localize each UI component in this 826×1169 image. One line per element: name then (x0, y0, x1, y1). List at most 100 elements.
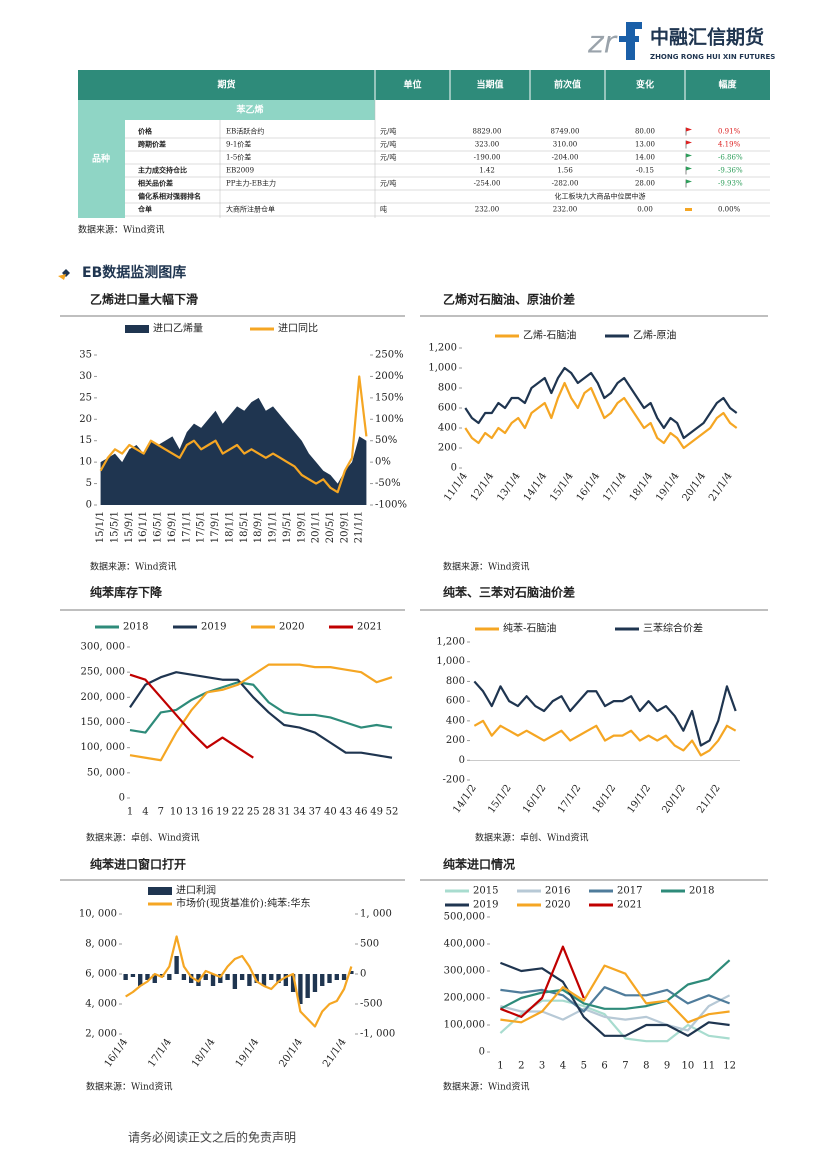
section-title: EB数据监测图库 (82, 264, 186, 281)
x-tick-label: 46 (355, 807, 368, 818)
y-tick-label: 10 (79, 457, 92, 468)
table-value: 0.00 (637, 206, 653, 214)
table-value: 232.00 (475, 206, 500, 214)
x-tick-label: 15/1/4 (548, 471, 575, 504)
table-header: 变化 (636, 79, 654, 91)
logo-en: ZHONG RONG HUI XIN FUTURES (650, 53, 775, 61)
chart-title: 纯苯进口窗口打开 (90, 857, 186, 872)
chart-note: 数据来源：卓创、Wind资讯 (86, 832, 200, 844)
x-tick-label: 12/1/4 (469, 471, 496, 504)
line (500, 961, 730, 1037)
chart-title: 乙烯对石脑油、原油价差 (443, 292, 575, 307)
x-tick-label: 4 (560, 1061, 566, 1072)
table-pct: -9.36% (718, 167, 743, 175)
table-value: 28.00 (635, 180, 655, 188)
y2-tick-label: 200% (375, 371, 404, 382)
y-tick-label: 600 (438, 403, 457, 414)
y-tick-label: 100,000 (444, 1020, 485, 1031)
bar (312, 974, 318, 992)
y-tick-label: 400,000 (444, 939, 485, 950)
x-tick-label: 13 (185, 807, 198, 818)
y-tick-label: 250, 000 (80, 667, 125, 678)
line (473, 719, 737, 757)
x-tick-label: 18/5/1 (239, 511, 250, 543)
table-item: EB活跃合约 (226, 127, 264, 136)
y2-tick-label: -1, 000 (360, 1029, 395, 1040)
legend-label: 2019 (473, 900, 498, 911)
y2-tick-label: -100% (375, 500, 407, 511)
table-value: 80.00 (635, 128, 655, 136)
x-tick-label: 19/5/1 (282, 511, 293, 543)
table-value: -190.00 (474, 154, 501, 162)
table-value: 14.00 (635, 154, 655, 162)
bar (254, 974, 259, 983)
x-tick-label: 15/9/1 (124, 511, 135, 543)
y-tick-label: 0 (459, 755, 465, 766)
table-pct: -6.86% (718, 154, 743, 162)
line (500, 964, 730, 1024)
flag (686, 166, 692, 171)
legend-label: 2021 (617, 900, 642, 911)
x-tick-label: 20/5/1 (325, 511, 336, 543)
table-value: -204.00 (552, 154, 579, 162)
footer: 请务必阅读正文之后的免责声明 (128, 1130, 296, 1145)
legend-label: 三苯综合价差 (643, 622, 703, 635)
x-tick-label: 11 (702, 1061, 715, 1072)
x-tick-label: 17/1/1 (181, 511, 192, 543)
x-tick-label: 9 (664, 1061, 670, 1072)
chart-note: 数据来源：卓创、Wind资讯 (475, 832, 589, 844)
y-tick-label: 10, 000 (79, 909, 117, 920)
table-value: 8829.00 (473, 128, 502, 136)
x-tick-label: 16/1/2 (521, 783, 548, 816)
chart-note: 数据来源：Wind资讯 (443, 561, 530, 573)
table-pct: 0.91% (718, 128, 741, 136)
bar (334, 974, 339, 980)
section: EB数据监测图库 (58, 264, 186, 281)
bar (232, 974, 238, 989)
logo-cn: 中融汇信期货 (650, 26, 764, 49)
line (99, 375, 368, 494)
chart-title: 乙烯进口量大幅下滑 (90, 292, 198, 307)
table-header: 当期值 (476, 79, 503, 91)
legend-swatch (148, 887, 172, 895)
flag (685, 208, 692, 211)
table-unit: 元/吨 (380, 140, 396, 149)
x-tick-label: 22 (232, 807, 245, 818)
y-tick-label: 1,200 (436, 637, 465, 648)
legend-swatch (125, 325, 149, 333)
x-tick-label: 3 (539, 1061, 545, 1072)
x-tick-label: 15/1/2 (486, 783, 513, 816)
legend-label: 2020 (279, 622, 304, 633)
x-tick-label: 16/1/4 (575, 471, 602, 504)
y-tick-label: 400 (438, 423, 457, 434)
x-tick-label: 20/1/2 (660, 783, 687, 816)
table-unit: 元/吨 (380, 127, 396, 136)
chart-note: 数据来源：Wind资讯 (443, 1081, 530, 1093)
y-tick-label: 25 (79, 392, 92, 403)
y-tick-label: 1,000 (428, 363, 457, 374)
y-tick-label: 300,000 (444, 966, 485, 977)
y-tick-label: 0 (451, 463, 457, 474)
y-tick-label: 0 (119, 793, 125, 804)
bar (167, 974, 172, 980)
x-tick-label: 18/1/4 (628, 471, 655, 504)
table-header-bg (78, 70, 770, 100)
line (129, 681, 393, 734)
y2-tick-label: 50% (375, 435, 397, 446)
y2-tick-label: 1, 000 (360, 909, 392, 920)
table-value: 8749.00 (551, 128, 580, 136)
bar (327, 974, 332, 983)
x-tick-label: 34 (293, 807, 306, 818)
y-tick-label: 6, 000 (85, 969, 117, 980)
x-tick-label: 25 (247, 807, 260, 818)
line (464, 381, 738, 450)
x-tick-label: 19/9/1 (296, 511, 307, 543)
x-tick-label: 17/1/2 (556, 783, 583, 816)
x-tick-label: 20/1/4 (681, 471, 708, 504)
line (499, 959, 731, 1010)
table-label: 仓单 (137, 205, 152, 214)
x-tick-label: 17/9/1 (210, 511, 221, 543)
